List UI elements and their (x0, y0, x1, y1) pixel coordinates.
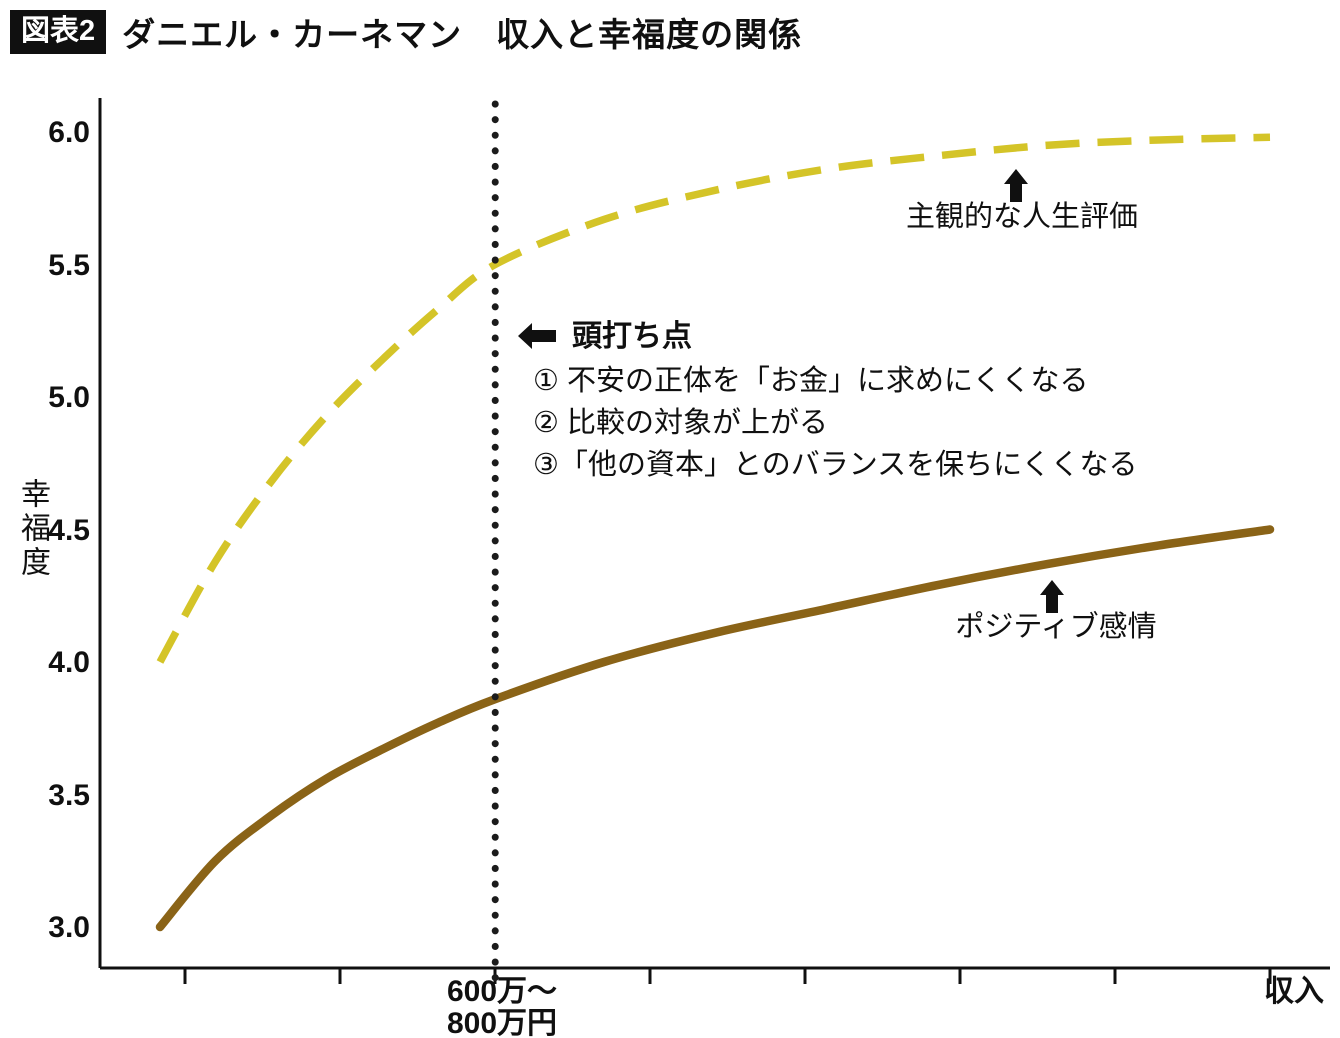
y-tick-label: 5.5 (48, 249, 90, 282)
x-tick-label-line1: 600万〜 (447, 975, 557, 1008)
plateau-label: 頭打ち点 (572, 320, 692, 353)
x-axis-labels: 600万〜 800万円 収入 (447, 975, 1324, 1038)
up-arrow-icon (1004, 169, 1028, 202)
axes (98, 98, 1330, 984)
left-arrow-icon (518, 323, 556, 349)
y-tick-label: 4.5 (48, 514, 90, 547)
y-axis-label: 幸福度 (16, 478, 49, 580)
series1-annotation: 主観的な人生評価 (906, 169, 1138, 233)
series2-label: ポジティブ感情 (955, 610, 1156, 643)
y-tick-label: 4.0 (48, 646, 90, 679)
x-axis-title: 収入 (1264, 975, 1324, 1008)
figure-title: ダニエル・カーネマン 収入と幸福度の関係 (122, 16, 803, 53)
series2-annotation: ポジティブ感情 (955, 580, 1157, 643)
series1-label: 主観的な人生評価 (906, 200, 1138, 233)
curve-2 (155, 525, 1275, 932)
y-tick-label: 3.0 (48, 911, 90, 944)
x-tick-label-line2: 800万円 (447, 1007, 557, 1038)
y-tick-labels: 6.0 5.5 5.0 4.5 4.0 3.5 3.0 (48, 116, 90, 944)
plateau-reason-3: ③「他の資本」とのバランスを保ちにくくなる (533, 448, 1138, 481)
y-tick-label: 6.0 (48, 116, 90, 149)
y-tick-label: 5.0 (48, 381, 90, 414)
plateau-reason-1: ① 不安の正体を「お金」に求めにくくなる (533, 364, 1088, 397)
figure-header: 図表2 ダニエル・カーネマン 収入と幸福度の関係 (10, 8, 802, 56)
plateau-reason-2: ② 比較の対象が上がる (533, 406, 828, 439)
curve-1 (156, 133, 1271, 664)
y-tick-label: 3.5 (48, 779, 90, 812)
up-arrow-icon (1040, 580, 1064, 613)
plateau-annotation: 頭打ち点 ① 不安の正体を「お金」に求めにくくなる ② 比較の対象が上がる ③「… (518, 320, 1138, 481)
curves (155, 133, 1275, 932)
figure-badge: 図表2 (10, 10, 107, 54)
